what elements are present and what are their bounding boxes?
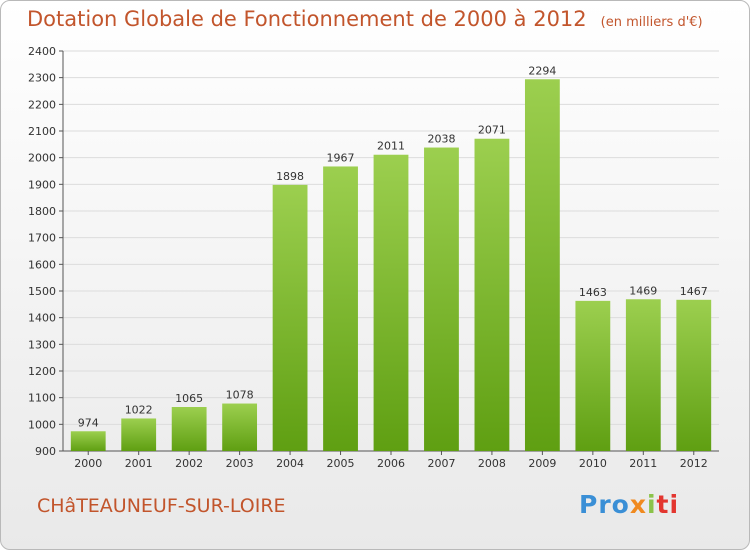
logo-part-2: x bbox=[629, 490, 647, 519]
chart-title: Dotation Globale de Fonctionnement de 20… bbox=[27, 7, 703, 31]
y-tick-label: 1900 bbox=[28, 178, 56, 191]
y-tick-labels: 900 1000 1100 1200 1300 1400 1500 1600 1700 1800 1… bbox=[28, 45, 56, 458]
x-tick-label: 2005 bbox=[327, 457, 355, 470]
data-labels: 974 1022 1065 1078 1898 1967 2011 2038 2071 2294 1… bbox=[78, 64, 708, 429]
logo-part-4: ti bbox=[656, 490, 680, 519]
x-tick-label: 2002 bbox=[175, 457, 203, 470]
x-tick-label: 2006 bbox=[377, 457, 405, 470]
data-label: 1463 bbox=[579, 286, 607, 299]
y-tick-label: 1100 bbox=[28, 392, 56, 405]
data-label: 2294 bbox=[528, 64, 556, 77]
x-tick-labels: 2000 2001 2002 2003 2004 2005 2006 2007 2008 2009… bbox=[74, 451, 708, 470]
x-tick-label: 2001 bbox=[125, 457, 153, 470]
x-tick-label: 2004 bbox=[276, 457, 304, 470]
data-label: 1467 bbox=[680, 285, 708, 298]
logo-part-1: Pro bbox=[579, 490, 630, 519]
data-label: 2038 bbox=[427, 133, 455, 146]
y-tick-label: 1400 bbox=[28, 312, 56, 325]
bar bbox=[676, 299, 712, 451]
y-tick-label: 2000 bbox=[28, 152, 56, 165]
bar bbox=[323, 166, 358, 451]
x-tick-label: 2000 bbox=[74, 457, 102, 470]
data-label: 1898 bbox=[276, 170, 304, 183]
bar bbox=[70, 431, 106, 451]
y-tick-label: 1700 bbox=[28, 232, 56, 245]
y-tick-label: 1500 bbox=[28, 285, 56, 298]
y-tick-label: 2300 bbox=[28, 72, 56, 85]
x-tick-label: 2012 bbox=[680, 457, 708, 470]
y-tick-label: 1600 bbox=[28, 258, 56, 271]
bar bbox=[424, 147, 459, 452]
x-tick-label: 2007 bbox=[427, 457, 455, 470]
y-tick-label: 2100 bbox=[28, 125, 56, 138]
data-label: 1967 bbox=[327, 151, 355, 164]
data-label: 1065 bbox=[175, 392, 203, 405]
y-tick-label: 900 bbox=[35, 445, 56, 458]
bar bbox=[222, 403, 258, 451]
y-tick-label: 2200 bbox=[28, 98, 56, 111]
y-tick-label: 2400 bbox=[28, 45, 56, 58]
y-tick-label: 1300 bbox=[28, 338, 56, 351]
x-tick-label: 2009 bbox=[528, 457, 556, 470]
data-label: 1469 bbox=[629, 284, 657, 297]
logo-part-3: i bbox=[646, 490, 657, 519]
data-label: 2011 bbox=[377, 140, 405, 153]
chart-title-text: Dotation Globale de Fonctionnement de 20… bbox=[27, 7, 587, 31]
data-label: 974 bbox=[78, 416, 99, 429]
bar bbox=[171, 407, 207, 451]
bars bbox=[70, 79, 712, 452]
commune-name: CHâTEAUNEUF-SUR-LOIRE bbox=[37, 495, 286, 517]
bar bbox=[625, 299, 661, 451]
bar bbox=[121, 418, 157, 451]
y-tick-label: 1800 bbox=[28, 205, 56, 218]
x-tick-label: 2003 bbox=[226, 457, 254, 470]
y-tick-label: 1200 bbox=[28, 365, 56, 378]
y-tick-label: 1000 bbox=[28, 418, 56, 431]
bar bbox=[575, 300, 611, 451]
data-label: 1022 bbox=[125, 403, 153, 416]
data-label: 2071 bbox=[478, 124, 506, 137]
chart-subtitle: (en milliers d'€) bbox=[600, 15, 703, 30]
data-label: 1078 bbox=[226, 389, 254, 402]
bar bbox=[272, 184, 308, 451]
proxiti-logo: Proxiti bbox=[579, 490, 679, 519]
x-tick-label: 2008 bbox=[478, 457, 506, 470]
bar bbox=[524, 79, 560, 452]
bar bbox=[474, 138, 510, 451]
x-tick-label: 2011 bbox=[629, 457, 657, 470]
x-tick-label: 2010 bbox=[579, 457, 607, 470]
bar bbox=[373, 154, 409, 451]
